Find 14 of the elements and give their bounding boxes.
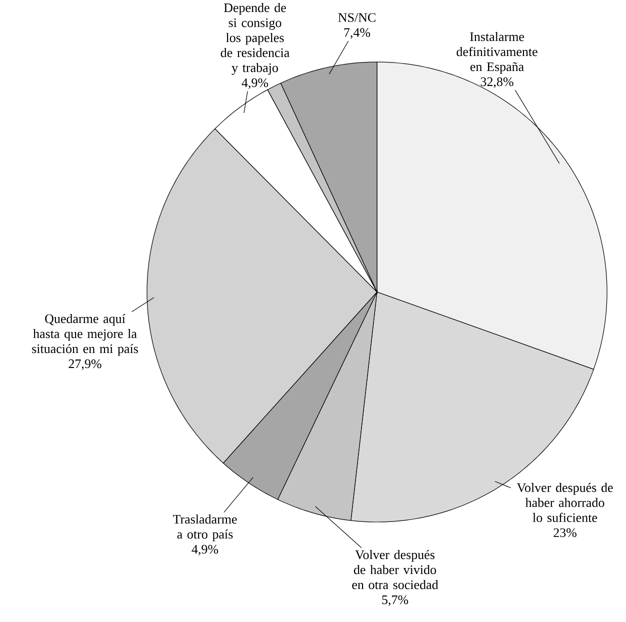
data-label: 5,7% <box>382 595 408 606</box>
data-label: 4,9% <box>242 78 268 90</box>
slice-label: Depende de si consigo los papeles de residencia y trabajo <box>220 2 290 75</box>
slice-label: Volver después de haber ahorrado lo suficiente <box>516 482 613 522</box>
slice-label: Volver después de haber vivido en otra sociedad <box>352 550 438 590</box>
data-label: 4,9% <box>192 544 218 556</box>
data-label: 27,9% <box>68 359 102 370</box>
data-label: 7,4% <box>344 28 370 39</box>
slice-label: NS/NC <box>338 13 376 22</box>
slice-label: Trasladarme a otro país <box>172 514 237 542</box>
slice-label: Quedarme aquí hasta que mejore la situación en mi país <box>32 314 138 356</box>
data-label: 23% <box>554 528 576 538</box>
data-label: 32,8% <box>480 77 514 88</box>
slice-label: Instalarme definitivamente en España <box>456 32 538 74</box>
